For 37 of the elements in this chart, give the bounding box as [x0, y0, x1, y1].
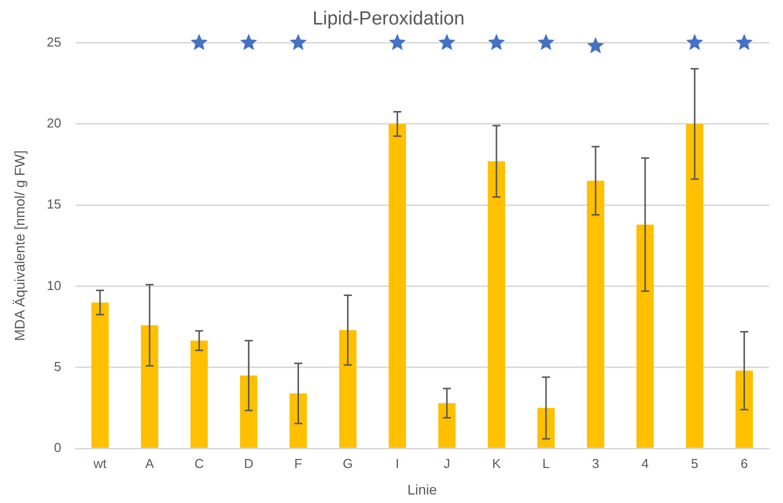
x-tick-label: F [294, 456, 302, 471]
bar [190, 340, 208, 448]
x-tick-label: C [194, 456, 204, 471]
x-tick-label: G [342, 456, 353, 471]
bar [636, 224, 654, 448]
x-tick-label: L [542, 456, 550, 471]
bar [388, 124, 406, 448]
y-tick-label: 5 [54, 359, 62, 374]
bar [488, 161, 506, 448]
x-tick-label: 4 [642, 456, 649, 471]
x-tick-label: 3 [592, 456, 600, 471]
y-tick-label: 0 [54, 440, 62, 456]
y-tick-label: 15 [46, 196, 62, 212]
bar [686, 124, 704, 448]
y-tick-label: 10 [46, 278, 62, 293]
y-tick-label: 20 [46, 116, 62, 131]
x-tick-label: 5 [691, 456, 698, 471]
bar [290, 393, 307, 448]
bar [438, 403, 456, 448]
bar [339, 330, 356, 448]
bar [91, 302, 109, 448]
x-tick-label: A [145, 456, 154, 471]
y-axis-title: MDA Äquivalente [nmol/ g FW] [11, 150, 28, 342]
x-tick-label: wt [92, 456, 107, 471]
bar [240, 376, 258, 448]
x-tick-label: J [444, 456, 450, 471]
x-tick-label: 6 [740, 456, 748, 471]
bar [140, 325, 158, 448]
bar [736, 370, 753, 448]
x-axis-title: Linie [407, 481, 438, 498]
chart-title: Lipid-Peroxidation [312, 8, 465, 30]
bar [586, 180, 604, 448]
x-tick-label: K [492, 456, 502, 471]
bar [537, 408, 555, 448]
x-tick-label: I [396, 456, 400, 471]
x-tick-label: D [244, 456, 254, 471]
y-tick-label: 25 [46, 34, 62, 50]
